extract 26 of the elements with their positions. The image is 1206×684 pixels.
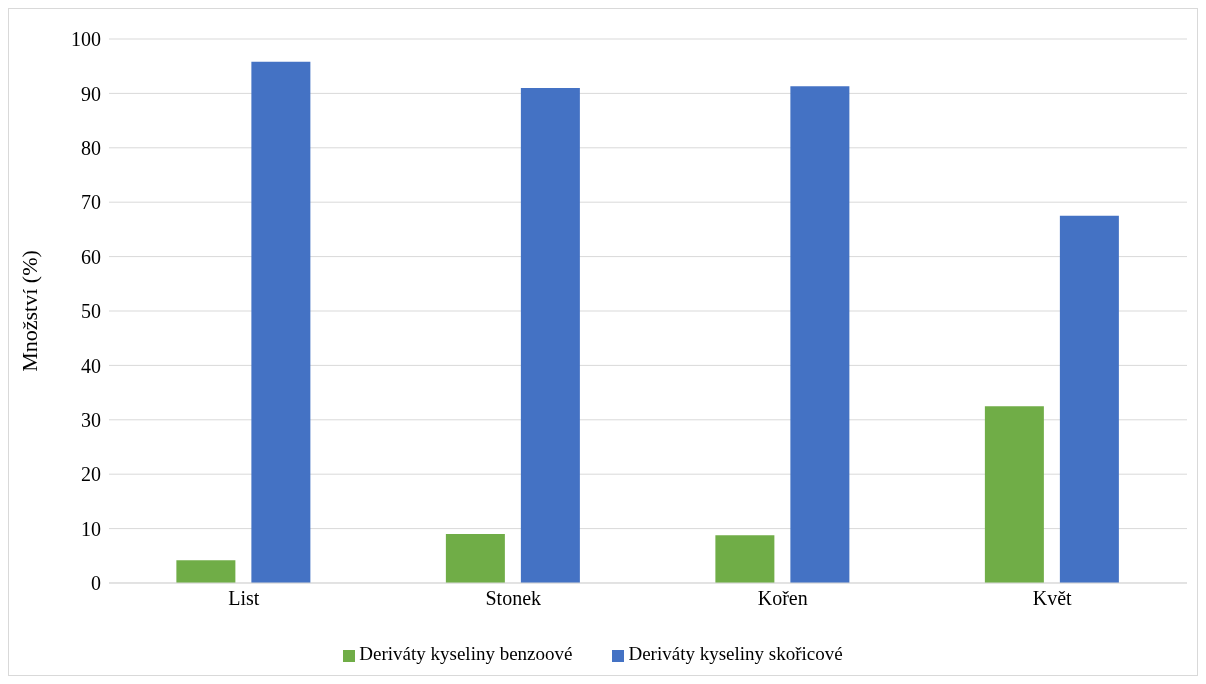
y-tick-label: 60 [81,245,101,268]
bar [1059,215,1119,583]
y-tick-label: 100 [71,28,101,51]
y-tick-label: 90 [81,82,101,105]
x-tick-label: Kořen [757,587,808,610]
y-tick-label: 0 [91,572,101,595]
y-tick-label: 20 [81,463,101,486]
legend-label: Deriváty kyseliny benzoové [359,643,573,664]
x-tick-label: Stonek [485,587,542,610]
bar [445,534,505,583]
y-tick-label: 10 [81,517,101,540]
bar [790,86,850,583]
bar [715,535,775,583]
legend-label: Deriváty kyseliny skořicové [628,643,843,664]
y-tick-label: 70 [81,191,101,214]
bar [520,87,580,583]
x-tick-label: List [228,587,260,610]
y-tick-label: 80 [81,136,101,159]
x-tick-label: Květ [1032,587,1073,610]
y-tick-label: 30 [81,408,101,431]
bar [176,560,236,583]
y-tick-label: 40 [81,354,101,377]
y-axis-title: Množství (%) [16,250,42,372]
y-tick-label: 50 [81,300,101,323]
bar [251,61,311,583]
bar [984,406,1044,583]
